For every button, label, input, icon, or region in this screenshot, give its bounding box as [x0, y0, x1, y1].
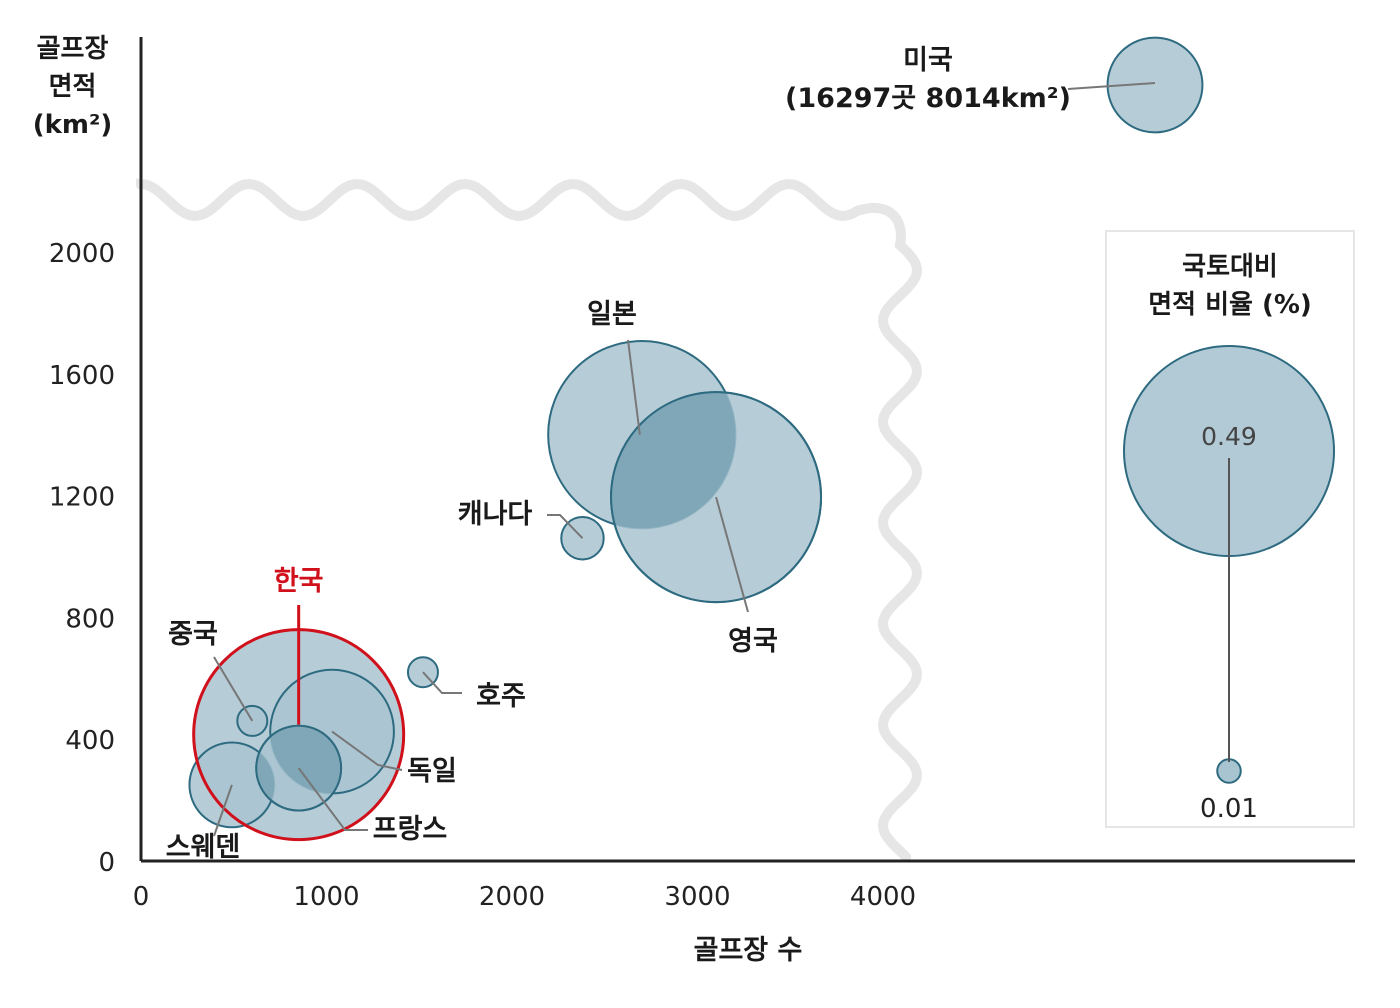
legend-max-label: 0.49 — [1201, 422, 1257, 451]
bubble-outline — [255, 724, 343, 812]
y-tick-label: 2000 — [49, 239, 115, 269]
leader-line — [422, 671, 462, 694]
label-중국: 중국 — [168, 619, 218, 650]
leader-line — [1067, 82, 1156, 90]
x-tick-label: 2000 — [479, 882, 545, 912]
bubble-overlaps — [192, 391, 823, 842]
tick-labels: 0 1000 2000 3000 4000 0 400 800 1200 1600 2000 — [49, 239, 916, 912]
leader-lines — [213, 82, 1156, 837]
leader-line — [715, 496, 749, 613]
legend-min-label: 0.01 — [1200, 794, 1258, 824]
label-독일: 독일 — [407, 756, 457, 787]
y-tick-label: 1600 — [49, 361, 115, 391]
axis-break-lines — [136, 178, 923, 862]
legend-title-line1: 국토대비 — [1182, 252, 1278, 282]
y-axis-label-line3: (km²) — [32, 110, 113, 140]
x-axis-label: 골프장 수 — [693, 935, 803, 966]
label-일본: 일본 — [587, 299, 637, 330]
y-tick-label: 0 — [98, 848, 115, 878]
x-tick-label: 4000 — [850, 882, 916, 912]
leader-line — [331, 730, 403, 771]
x-tick-label: 0 — [133, 882, 150, 912]
bubble-outline — [610, 391, 823, 604]
y-axis-label-line2: 면적 — [48, 72, 97, 102]
legend-bubbles: 0.49 0.01 — [1123, 345, 1335, 824]
leader-line — [627, 339, 641, 435]
legend-box — [1105, 230, 1355, 828]
label-호주: 호주 — [476, 681, 526, 712]
label-영국: 영국 — [728, 626, 778, 657]
axes — [139, 37, 1355, 863]
y-tick-label: 800 — [65, 604, 115, 634]
legend-title-line2: 면적 비율 (%) — [1148, 290, 1312, 320]
leader-line — [547, 514, 584, 539]
label-스웨덴: 스웨덴 — [166, 832, 241, 863]
bubble-미국 — [1106, 36, 1204, 134]
y-axis-label-line1: 골프장 — [36, 34, 109, 64]
y-tick-label: 1200 — [49, 483, 115, 513]
label-미국-note: (16297곳 8014km²) — [785, 83, 1071, 114]
label-한국: 한국 — [274, 566, 324, 597]
x-tick-label: 1000 — [293, 882, 359, 912]
label-프랑스: 프랑스 — [373, 814, 448, 845]
axis-break-wave — [136, 178, 923, 862]
legend-title: 국토대비 면적 비율 (%) — [1105, 248, 1355, 324]
leader-line — [213, 656, 254, 722]
y-axis-label: 골프장 면적 (km²) — [20, 30, 125, 144]
x-tick-label: 3000 — [664, 882, 730, 912]
leader-line — [297, 767, 368, 831]
label-캐나다: 캐나다 — [458, 499, 533, 530]
y-tick-label: 400 — [65, 726, 115, 756]
leader-line — [213, 784, 233, 837]
label-미국: 미국 — [903, 45, 953, 76]
